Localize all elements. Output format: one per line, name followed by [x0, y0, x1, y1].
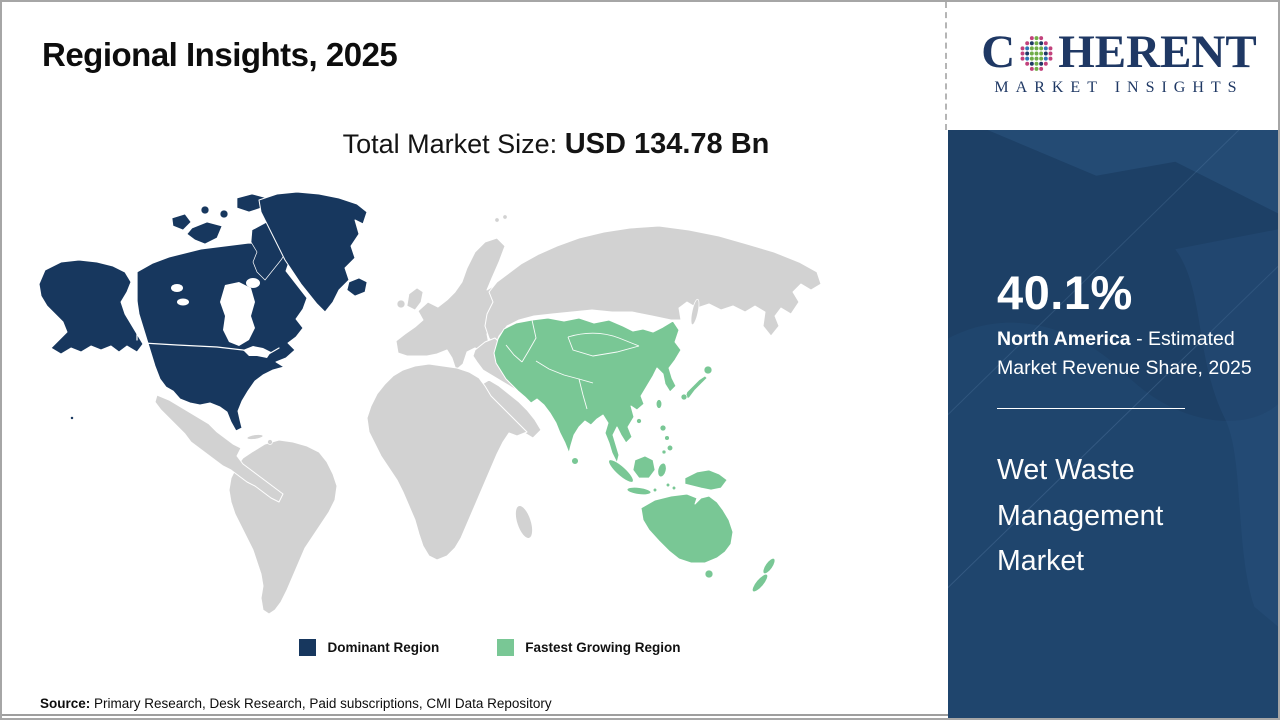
logo-wordmark-prefix: C — [981, 26, 1016, 78]
region-north-america — [38, 191, 368, 432]
source-label: Source: — [40, 696, 91, 711]
dominant-region-label: Dominant Region — [327, 640, 440, 655]
bottom-divider — [2, 714, 948, 716]
usa-canada-border — [142, 342, 280, 356]
panel-divider — [997, 408, 1185, 409]
coherent-logo: C HERENT MARKET INSIGHTS — [970, 28, 1268, 97]
legend: Dominant Region Fastest Growing Region — [16, 639, 964, 656]
region-asia-pacific — [493, 317, 776, 593]
source-text: Primary Research, Desk Research, Paid su… — [90, 696, 552, 711]
logo-wordmark: C HERENT — [970, 28, 1268, 76]
source-line: Source: Primary Research, Desk Research,… — [40, 696, 552, 711]
fastest-growing-region-label: Fastest Growing Region — [525, 640, 681, 655]
logo-wordmark-suffix: HERENT — [1058, 26, 1257, 78]
total-market-size-value: USD 134.78 Bn — [564, 128, 770, 160]
share-percent: 40.1% — [997, 266, 1133, 319]
share-region: North America — [997, 328, 1131, 350]
total-market-size: Total Market Size: USD 134.78 Bn — [162, 128, 950, 161]
panel-content: 40.1% North America - Estimated Market R… — [948, 130, 1278, 585]
market-title: Wet Waste Management Market — [997, 454, 1164, 577]
header-dashed-divider — [945, 2, 947, 130]
share-caption-text: - Estimated Market Revenue Share, 2025 — [997, 328, 1252, 379]
legend-item-fastest: Fastest Growing Region — [497, 639, 681, 656]
coherent-globe-icon — [1020, 35, 1053, 71]
total-market-size-label: Total Market Size: — [342, 129, 558, 159]
share-caption: North America - Estimated Market Revenue… — [997, 325, 1255, 383]
page-title: Regional Insights, 2025 — [42, 36, 398, 73]
dominant-region-swatch-icon — [299, 639, 317, 656]
region-other-landmass — [154, 214, 822, 615]
world-map — [27, 190, 822, 628]
side-panel: 40.1% North America - Estimated Market R… — [948, 130, 1278, 718]
logo-tagline: MARKET INSIGHTS — [994, 79, 1244, 96]
world-map-svg — [38, 191, 822, 615]
legend-item-dominant: Dominant Region — [299, 639, 439, 656]
fastest-growing-region-swatch-icon — [497, 639, 515, 656]
